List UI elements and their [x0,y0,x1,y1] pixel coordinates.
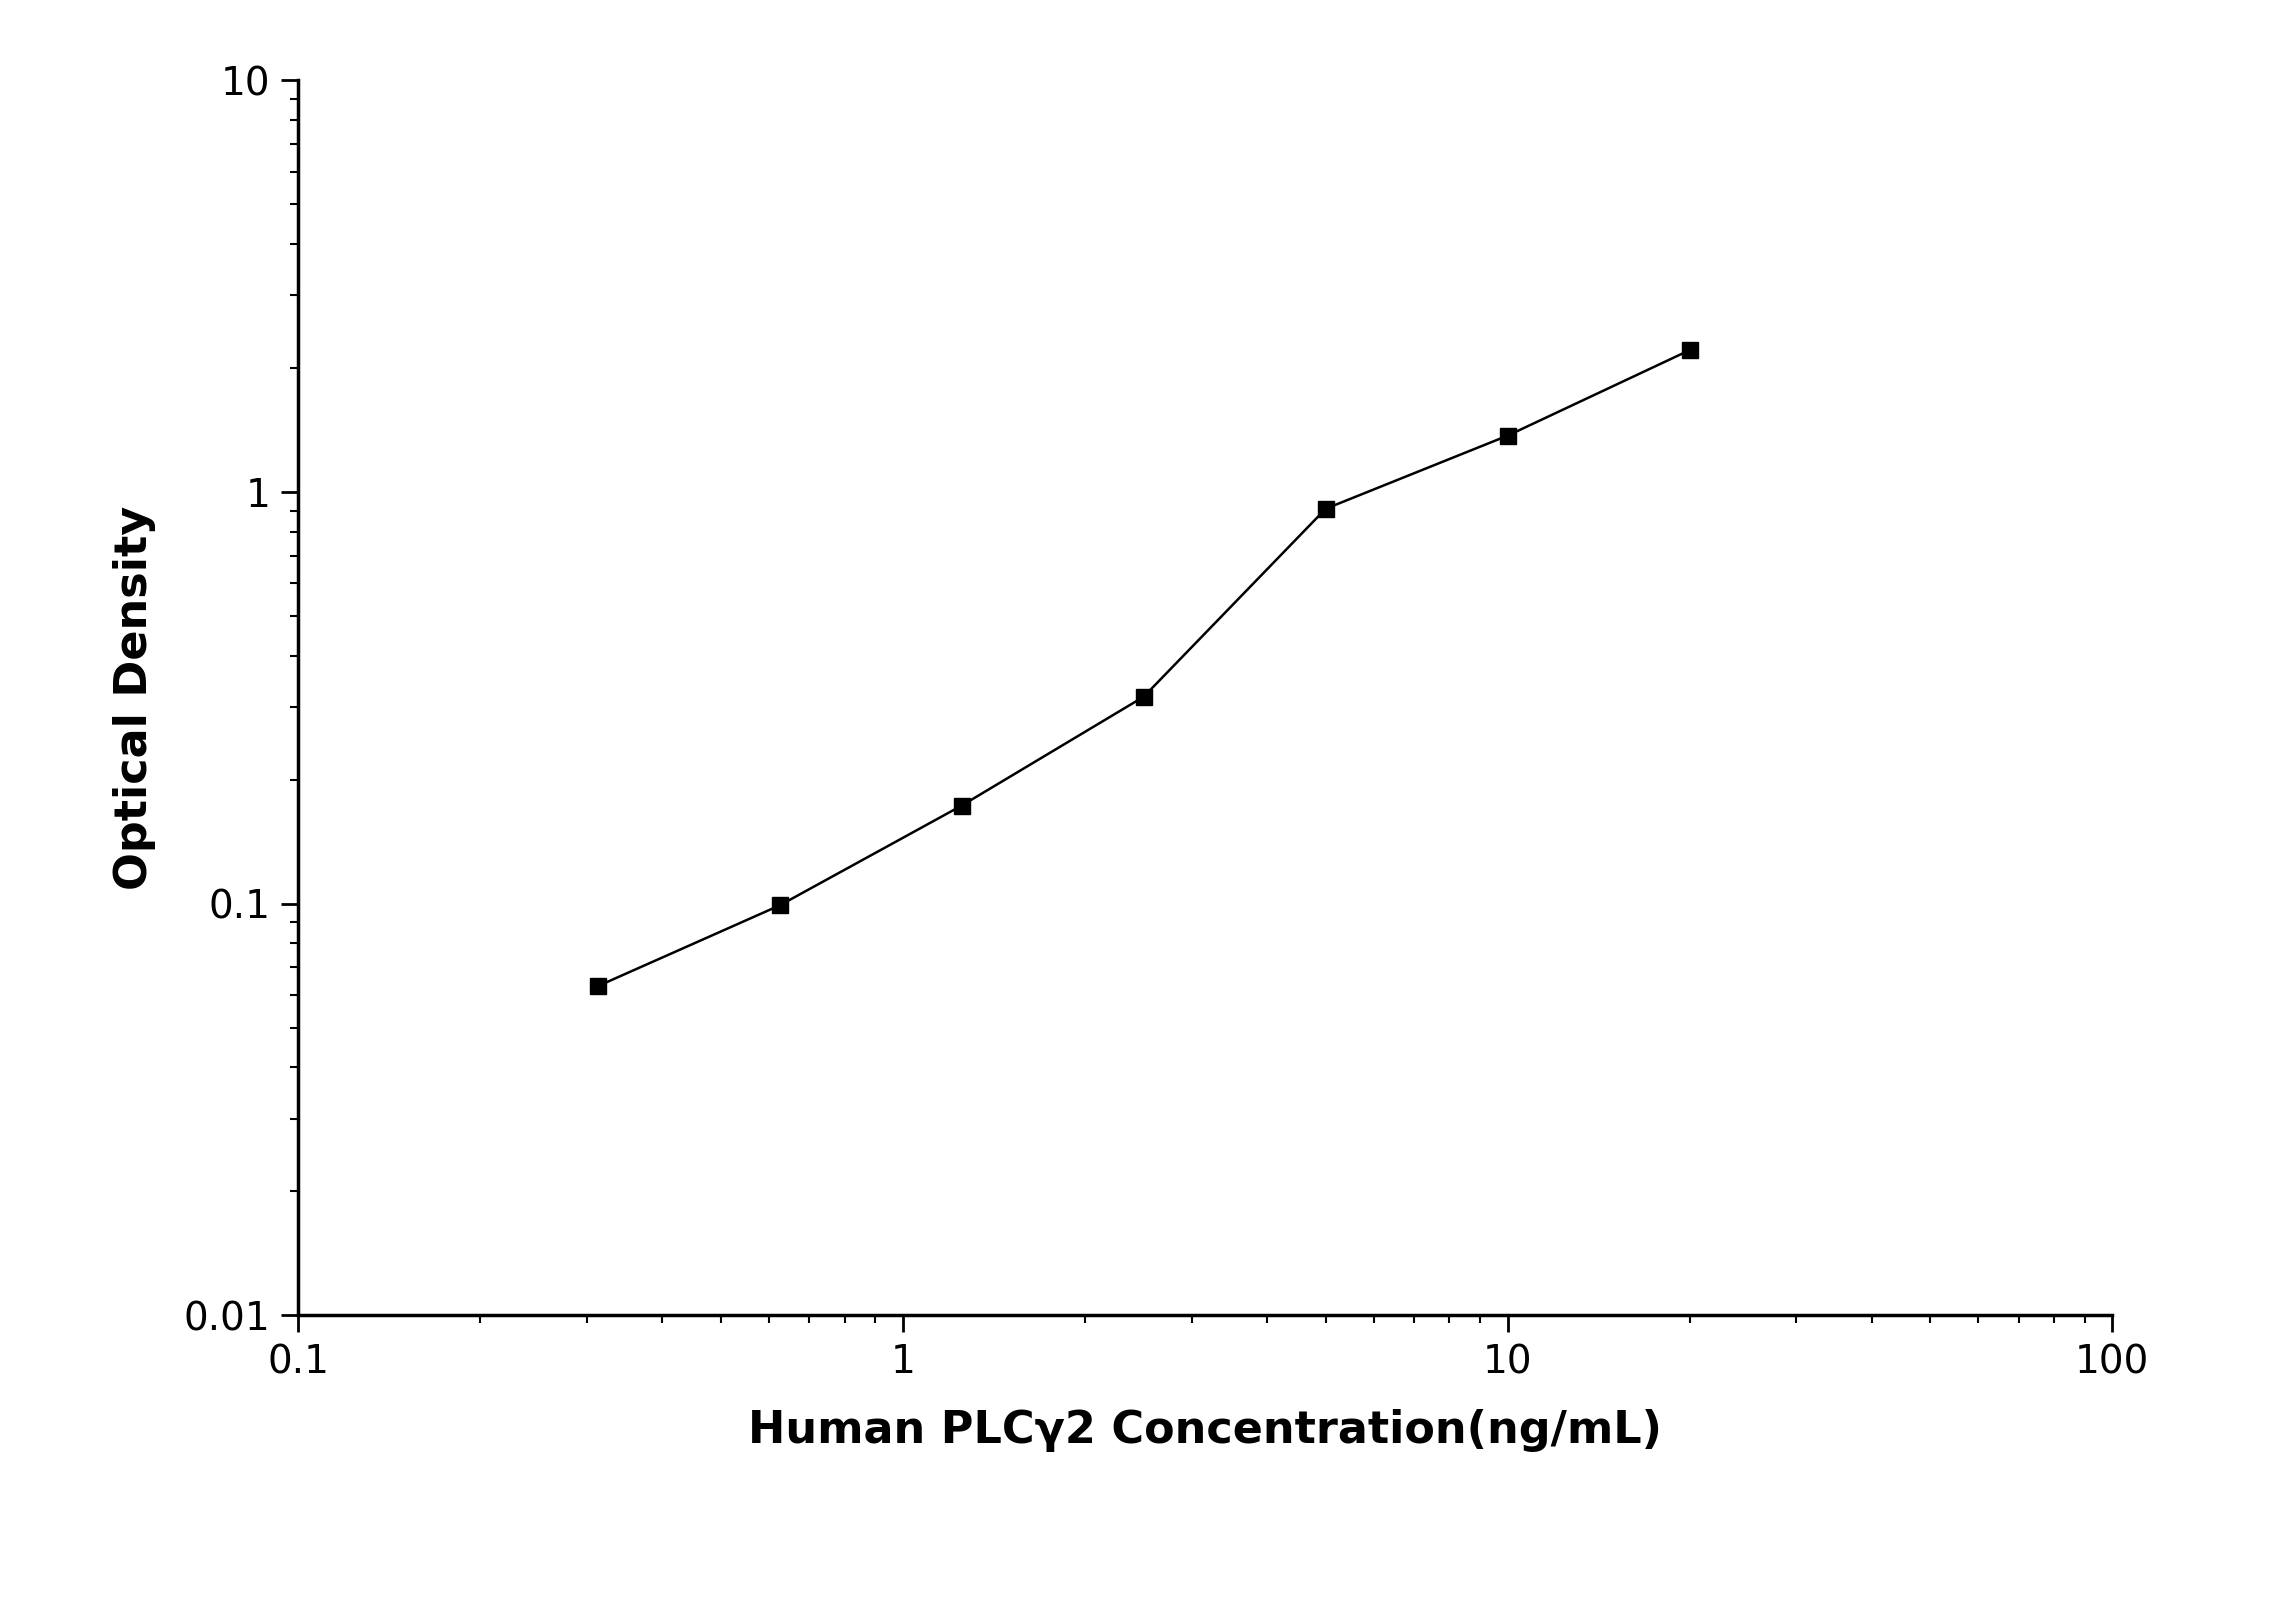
X-axis label: Human PLCγ2 Concentration(ng/mL): Human PLCγ2 Concentration(ng/mL) [748,1408,1662,1452]
Y-axis label: Optical Density: Optical Density [113,505,156,890]
